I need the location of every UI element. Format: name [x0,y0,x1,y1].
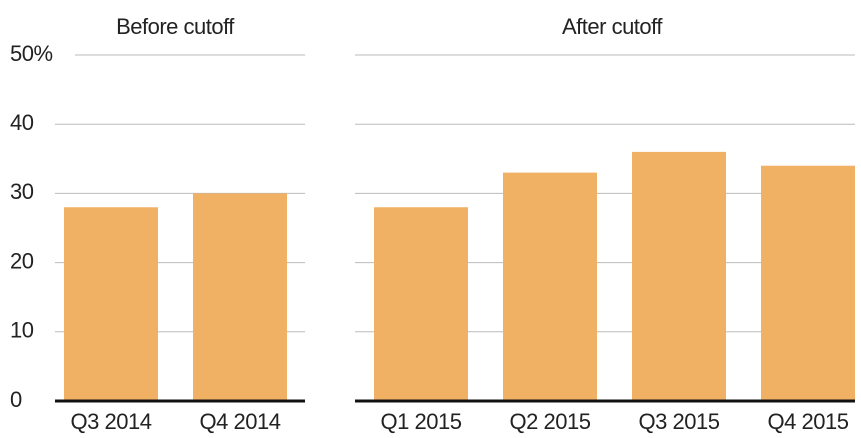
x-tick-label: Q4 2015 [768,409,849,434]
x-tick-label: Q3 2015 [639,409,720,434]
x-tick-label: Q4 2014 [200,409,281,434]
y-tick-label: 50% [10,41,53,66]
bar [64,207,158,401]
y-tick-label: 20 [10,248,34,273]
panel-title: After cutoff [562,14,663,39]
y-tick-label: 0 [10,387,22,412]
x-tick-label: Q1 2015 [381,409,462,434]
bar [193,193,287,401]
x-tick-label: Q2 2015 [510,409,591,434]
x-tick-label: Q3 2014 [71,409,152,434]
y-tick-label: 30 [10,179,34,204]
bar [632,151,726,401]
y-tick-label: 40 [10,110,34,135]
bar [503,172,597,401]
panel-title: Before cutoff [116,14,235,39]
bar [374,207,468,401]
y-tick-label: 10 [10,318,34,343]
bar [761,165,855,401]
